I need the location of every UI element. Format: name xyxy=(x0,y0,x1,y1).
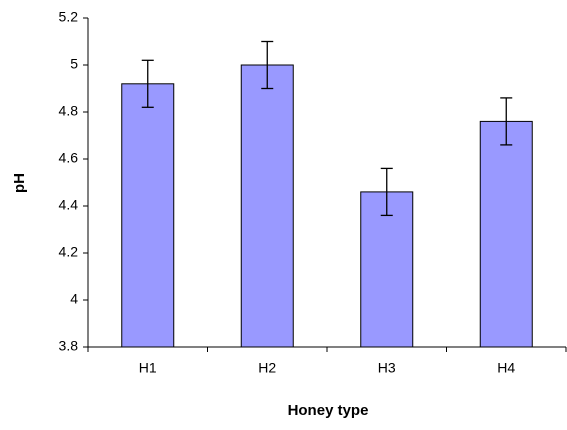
error-bar xyxy=(261,40,274,90)
y-tick-label: 4.2 xyxy=(59,244,79,260)
y-axis-label: pH xyxy=(11,173,28,193)
x-tick-label: H2 xyxy=(258,360,276,376)
error-bar xyxy=(380,167,393,217)
bar xyxy=(240,64,294,348)
y-tick-label: 5.2 xyxy=(59,9,79,25)
bar xyxy=(121,83,175,348)
x-tick-label: H1 xyxy=(139,360,157,376)
x-axis-label: Honey type xyxy=(288,402,369,419)
x-tick-label: H3 xyxy=(378,360,396,376)
error-bar xyxy=(141,59,154,108)
y-tick-label: 5 xyxy=(70,56,78,72)
y-tick-label: 4.4 xyxy=(59,197,79,213)
y-tick-label: 4.6 xyxy=(59,150,79,166)
error-bar xyxy=(500,97,513,146)
bar xyxy=(479,120,533,348)
y-tick-label: 3.8 xyxy=(59,338,79,354)
y-tick-label: 4.8 xyxy=(59,103,79,119)
x-tick-label: H4 xyxy=(497,360,515,376)
y-tick-label: 4 xyxy=(70,291,78,307)
